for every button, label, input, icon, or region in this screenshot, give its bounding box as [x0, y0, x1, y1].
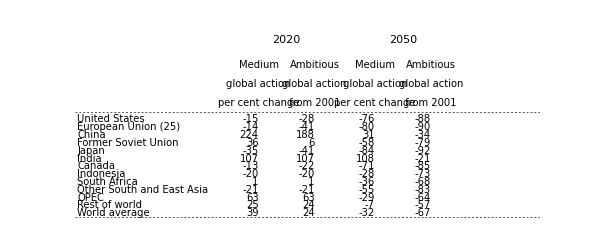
Text: Japan: Japan [77, 146, 105, 156]
Text: -21: -21 [415, 154, 431, 164]
Text: 24: 24 [302, 208, 314, 218]
Text: -29: -29 [359, 193, 375, 203]
Text: -79: -79 [415, 138, 431, 148]
Text: India: India [77, 154, 102, 164]
Text: Canada: Canada [77, 161, 115, 171]
Text: -41: -41 [298, 122, 314, 132]
Text: -20: -20 [242, 169, 259, 179]
Text: World average: World average [77, 208, 150, 218]
Text: 63: 63 [302, 193, 314, 203]
Text: -92: -92 [415, 146, 431, 156]
Text: -85: -85 [415, 161, 431, 171]
Text: -35: -35 [242, 146, 259, 156]
Text: 1: 1 [308, 177, 314, 187]
Text: 108: 108 [356, 154, 375, 164]
Text: global action: global action [226, 79, 291, 89]
Text: -13: -13 [242, 161, 259, 171]
Text: -58: -58 [359, 138, 375, 148]
Text: China: China [77, 130, 106, 140]
Text: -80: -80 [359, 122, 375, 132]
Text: 6: 6 [308, 138, 314, 148]
Text: -32: -32 [359, 208, 375, 218]
Text: from 2001: from 2001 [405, 98, 457, 108]
Text: OPEC: OPEC [77, 193, 104, 203]
Text: 1: 1 [253, 177, 259, 187]
Text: global action: global action [282, 79, 347, 89]
Text: from 2001: from 2001 [289, 98, 340, 108]
Text: per cent change: per cent change [218, 98, 299, 108]
Text: United States: United States [77, 114, 145, 124]
Text: Medium: Medium [355, 60, 395, 70]
Text: European Union (25): European Union (25) [77, 122, 181, 132]
Text: -21: -21 [298, 185, 314, 195]
Text: -41: -41 [298, 146, 314, 156]
Text: 39: 39 [246, 208, 259, 218]
Text: -7: -7 [365, 200, 375, 210]
Text: -76: -76 [359, 114, 375, 124]
Text: -20: -20 [298, 169, 314, 179]
Text: -88: -88 [415, 114, 431, 124]
Text: -90: -90 [415, 122, 431, 132]
Text: -57: -57 [415, 200, 431, 210]
Text: Rest of world: Rest of world [77, 200, 142, 210]
Text: Other South and East Asia: Other South and East Asia [77, 185, 208, 195]
Text: Indonesia: Indonesia [77, 169, 126, 179]
Text: South Africa: South Africa [77, 177, 138, 187]
Text: 31: 31 [362, 130, 375, 140]
Text: 25: 25 [246, 200, 259, 210]
Text: 2050: 2050 [389, 35, 417, 45]
Text: 24: 24 [302, 200, 314, 210]
Text: -64: -64 [415, 193, 431, 203]
Text: -84: -84 [359, 146, 375, 156]
Text: -71: -71 [359, 161, 375, 171]
Text: global action: global action [398, 79, 463, 89]
Text: 224: 224 [239, 130, 259, 140]
Text: Medium: Medium [239, 60, 278, 70]
Text: per cent change: per cent change [334, 98, 416, 108]
Text: -36: -36 [359, 177, 375, 187]
Text: 188: 188 [296, 130, 314, 140]
Text: -15: -15 [242, 114, 259, 124]
Text: Ambitious: Ambitious [289, 60, 340, 70]
Text: 36: 36 [246, 138, 259, 148]
Text: -83: -83 [415, 185, 431, 195]
Text: Former Soviet Union: Former Soviet Union [77, 138, 179, 148]
Text: -73: -73 [415, 169, 431, 179]
Text: 63: 63 [246, 193, 259, 203]
Text: -14: -14 [242, 122, 259, 132]
Text: 2020: 2020 [272, 35, 301, 45]
Text: -55: -55 [359, 185, 375, 195]
Text: 107: 107 [295, 154, 314, 164]
Text: -28: -28 [298, 114, 314, 124]
Text: global action: global action [343, 79, 407, 89]
Text: -22: -22 [298, 161, 314, 171]
Text: -21: -21 [242, 185, 259, 195]
Text: -34: -34 [415, 130, 431, 140]
Text: Ambitious: Ambitious [406, 60, 456, 70]
Text: 107: 107 [239, 154, 259, 164]
Text: -68: -68 [415, 177, 431, 187]
Text: -28: -28 [359, 169, 375, 179]
Text: -67: -67 [415, 208, 431, 218]
